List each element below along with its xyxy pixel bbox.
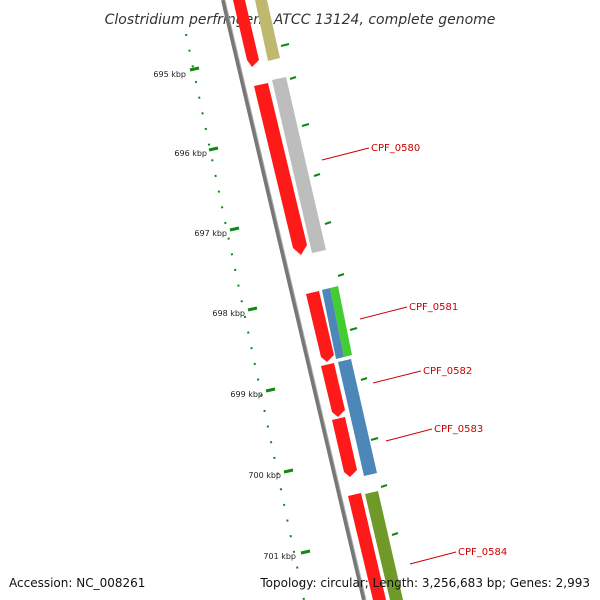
outer-ticks xyxy=(280,43,399,536)
gene-labels: CPF_0580 CPF_0581 CPF_0582 CPF_0583 CPF_… xyxy=(371,143,507,558)
outer-tick xyxy=(301,123,310,127)
gene-feature-khaki[interactable] xyxy=(255,0,280,61)
map-title: Clostridium perfringens ATCC 13124, comp… xyxy=(105,12,496,28)
gene-feature-green[interactable] xyxy=(330,286,352,357)
major-tick-701 xyxy=(300,549,311,555)
ruler xyxy=(185,33,311,600)
cds-feature[interactable] xyxy=(348,493,386,600)
outer-tick xyxy=(349,327,358,331)
tick-label: 699 kbp xyxy=(230,390,263,399)
cds-feature[interactable] xyxy=(306,291,334,362)
major-tick-697 xyxy=(229,226,240,232)
major-tick-695 xyxy=(189,66,200,72)
gene-label[interactable]: CPF_0582 xyxy=(423,366,472,377)
leader-line xyxy=(321,147,370,161)
leader-line xyxy=(385,428,433,442)
major-tick-698 xyxy=(247,306,258,312)
tick-label: 697 kbp xyxy=(194,229,227,238)
outer-tick xyxy=(280,43,290,47)
major-tick-699 xyxy=(265,387,276,393)
outer-tick xyxy=(337,273,345,277)
major-tick-696 xyxy=(208,146,219,152)
cds-feature[interactable] xyxy=(254,83,307,255)
gene-feature-gray[interactable] xyxy=(272,77,326,253)
gene-feature-blue[interactable] xyxy=(322,288,344,359)
cds-feature[interactable] xyxy=(332,417,357,477)
outer-tick xyxy=(380,484,388,488)
genome-backbone-highlight xyxy=(224,0,367,600)
gene-label[interactable]: CPF_0580 xyxy=(371,143,420,154)
gene-label[interactable]: CPF_0581 xyxy=(409,302,458,313)
tick-labels: 695 kbp 696 kbp 697 kbp 698 kbp 699 kbp … xyxy=(153,70,296,561)
outer-tick xyxy=(360,377,368,381)
label-leaders xyxy=(321,147,457,565)
leader-line xyxy=(409,551,457,565)
genome-backbone xyxy=(221,0,366,600)
topology-text: Topology: circular; Length: 3,256,683 bp… xyxy=(259,576,590,590)
tick-label: 700 kbp xyxy=(248,471,281,480)
cds-feature[interactable] xyxy=(321,363,345,417)
gene-label[interactable]: CPF_0584 xyxy=(458,547,507,558)
gene-label[interactable]: CPF_0583 xyxy=(434,424,483,435)
cds-track xyxy=(233,0,386,600)
outer-tick xyxy=(370,437,379,441)
outer-tick xyxy=(324,221,332,225)
gene-feature-olive[interactable] xyxy=(365,491,403,600)
ruler-dots xyxy=(185,33,305,600)
leader-line xyxy=(359,306,408,320)
tick-label: 698 kbp xyxy=(212,309,245,318)
tick-label: 695 kbp xyxy=(153,70,186,79)
accession-text: Accession: NC_008261 xyxy=(9,576,145,590)
outer-tick xyxy=(289,76,297,80)
gene-track xyxy=(255,0,403,600)
major-tick-700 xyxy=(283,468,294,474)
leader-line xyxy=(372,370,422,384)
gene-feature-blue[interactable] xyxy=(338,359,377,476)
cds-feature[interactable] xyxy=(233,0,259,67)
outer-tick xyxy=(313,173,321,177)
tick-label: 696 kbp xyxy=(174,149,207,158)
outer-tick xyxy=(391,532,399,536)
tick-label: 701 kbp xyxy=(263,552,296,561)
